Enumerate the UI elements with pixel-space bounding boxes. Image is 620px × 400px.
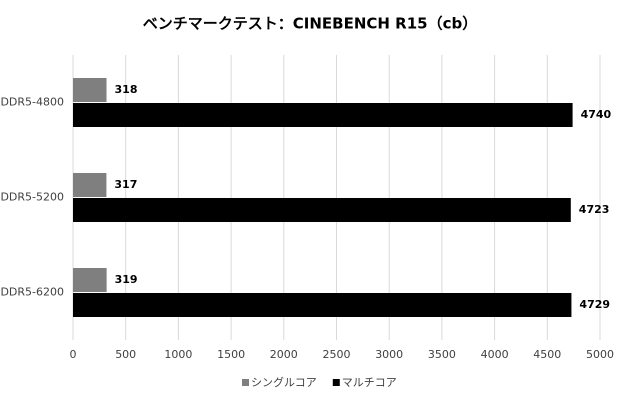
legend-label: マルチコア bbox=[342, 376, 397, 389]
x-tick-label: 2000 bbox=[270, 348, 298, 361]
bar bbox=[73, 173, 107, 197]
x-tick-label: 5000 bbox=[586, 348, 614, 361]
x-tick-label: 4500 bbox=[533, 348, 561, 361]
legend-swatch bbox=[332, 379, 340, 386]
x-tick-label: 500 bbox=[115, 348, 136, 361]
bar bbox=[73, 78, 107, 102]
y-tick-label: DDR5-5200 bbox=[0, 191, 64, 204]
x-tick-label: 0 bbox=[70, 348, 77, 361]
x-tick-label: 1000 bbox=[164, 348, 192, 361]
y-tick-label: DDR5-4800 bbox=[0, 96, 64, 109]
chart-title: ベンチマークテスト：CINEBENCH R15（cb） bbox=[143, 15, 477, 33]
bar bbox=[73, 103, 573, 127]
x-tick-label: 3500 bbox=[428, 348, 456, 361]
legend-swatch bbox=[242, 379, 249, 386]
x-tick-label: 2500 bbox=[323, 348, 351, 361]
legend-label: シングルコア bbox=[251, 375, 317, 389]
value-label: 4723 bbox=[579, 203, 610, 216]
value-label: 4729 bbox=[579, 298, 610, 311]
value-label: 319 bbox=[115, 273, 138, 286]
value-label: 318 bbox=[115, 83, 138, 96]
x-tick-label: 3000 bbox=[375, 348, 403, 361]
bar bbox=[73, 293, 572, 317]
value-label: 4740 bbox=[581, 108, 612, 121]
x-tick-label: 1500 bbox=[217, 348, 245, 361]
y-tick-label: DDR5-6200 bbox=[0, 286, 64, 299]
bar bbox=[73, 268, 107, 292]
bar bbox=[73, 198, 571, 222]
x-tick-label: 4000 bbox=[481, 348, 509, 361]
value-label: 317 bbox=[114, 178, 137, 191]
